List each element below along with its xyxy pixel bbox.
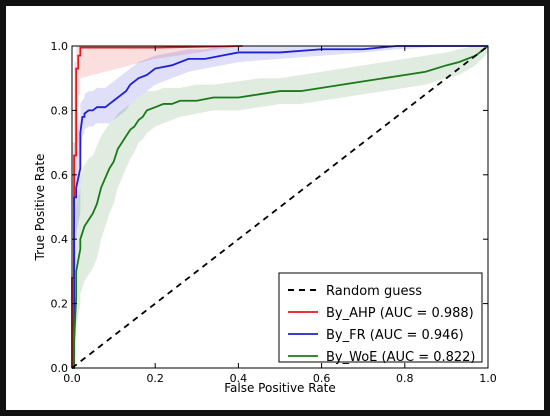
y-tick-label: 0.8 <box>51 104 69 117</box>
x-axis-title: False Positive Rate <box>224 381 336 395</box>
y-axis-title: True Positive Rate <box>33 154 47 262</box>
y-tick-label: 0.6 <box>51 169 69 182</box>
x-axis-ticks: 0.0 0.2 0.4 0.6 0.8 1.0 <box>63 46 497 385</box>
legend-label: By_WoE (AUC = 0.822) <box>326 350 476 365</box>
x-tick-label: 0.6 <box>313 372 331 385</box>
y-tick-label: 0.0 <box>51 362 69 375</box>
y-tick-label: 0.4 <box>51 233 69 246</box>
series-line-2 <box>72 45 488 369</box>
legend: Random guess By_AHP (AUC = 0.988) By_FR (A… <box>278 272 483 365</box>
legend-label: By_AHP (AUC = 0.988) <box>326 306 474 321</box>
y-tick-label: 0.2 <box>51 298 69 311</box>
series-line-3 <box>72 45 489 369</box>
series-lines <box>71 45 489 369</box>
y-axis-ticks: 0.0 0.2 0.4 0.6 0.8 1.0 <box>51 40 488 375</box>
plot-area <box>71 45 489 369</box>
x-tick-label: 0.8 <box>396 372 414 385</box>
x-tick-label: 1.0 <box>479 372 497 385</box>
legend-box <box>278 272 483 363</box>
x-tick-label: 0.0 <box>63 372 81 385</box>
x-tick-label: 0.2 <box>146 372 164 385</box>
x-tick-label: 0.4 <box>230 372 248 385</box>
legend-label: By_FR (AUC = 0.946) <box>326 328 464 343</box>
y-tick-label: 1.0 <box>51 40 69 53</box>
legend-label: Random guess <box>326 284 422 299</box>
